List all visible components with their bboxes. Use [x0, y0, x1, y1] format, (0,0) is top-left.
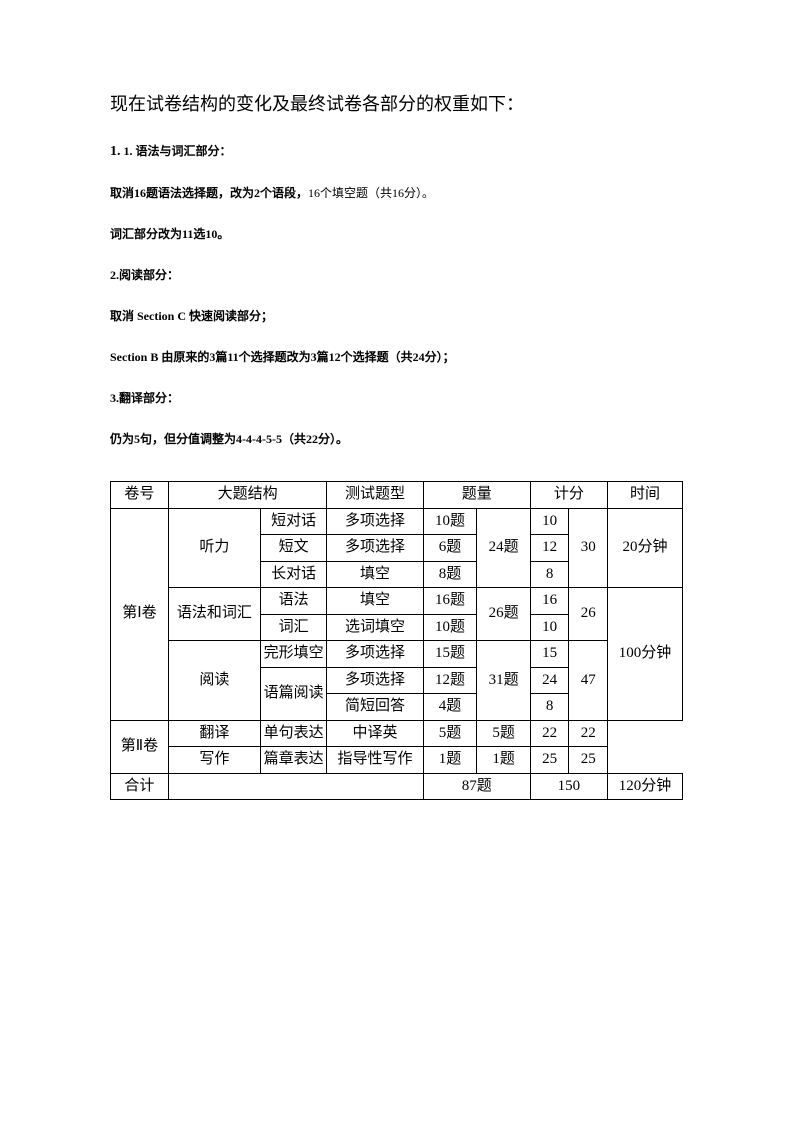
- cell: 短对话: [260, 508, 326, 535]
- cell: 1题: [477, 747, 531, 774]
- cell: 87题: [423, 773, 530, 800]
- table-row: 第Ⅰ卷 听力 短对话 多项选择 10题 24题 10 30 20分钟: [111, 508, 683, 535]
- p2a: 取消16题语法选择题，改为2个语段，: [110, 186, 308, 200]
- cell: 24题: [477, 508, 531, 588]
- cell: 150: [530, 773, 607, 800]
- cell: 5题: [477, 720, 531, 747]
- cell: 8题: [423, 561, 477, 588]
- th-score: 计分: [530, 482, 607, 509]
- cell: 单句表达: [260, 720, 326, 747]
- table-header-row: 卷号 大题结构 测试题型 题量 计分 时间: [111, 482, 683, 509]
- cell: 篇章表达: [260, 747, 326, 774]
- cell-grammar: 语法和词汇: [168, 588, 260, 641]
- cell: 31题: [477, 641, 531, 721]
- cell: 10: [530, 614, 569, 641]
- section-1-text: 1. 语法与词汇部分：: [121, 144, 232, 158]
- exam-structure-table: 卷号 大题结构 测试题型 题量 计分 时间 第Ⅰ卷 听力 短对话 多项选择 10…: [110, 481, 683, 800]
- cell: 指导性写作: [327, 747, 423, 774]
- cell-listening: 听力: [168, 508, 260, 588]
- table-row: 第Ⅱ卷 翻译 单句表达 中译英 5题 5题 22 22: [111, 720, 683, 747]
- th-sec: 大题结构: [168, 482, 327, 509]
- cell: 多项选择: [327, 667, 423, 694]
- cell: 中译英: [327, 720, 423, 747]
- th-vol: 卷号: [111, 482, 169, 509]
- cell-empty: [168, 773, 423, 800]
- cell-translate: 翻译: [168, 720, 260, 747]
- th-time: 时间: [607, 482, 682, 509]
- paragraph: 取消16题语法选择题，改为2个语段，16个填空题（共16分）。: [110, 184, 683, 201]
- cell: 100分钟: [607, 588, 682, 721]
- cell: 12题: [423, 667, 477, 694]
- cell: 24: [530, 667, 569, 694]
- cell: 1题: [423, 747, 477, 774]
- cell: 短文: [260, 535, 326, 562]
- section-2-heading: 2.阅读部分：: [110, 266, 683, 283]
- cell: 20分钟: [607, 508, 682, 588]
- section-1-heading: 1. 1. 语法与词汇部分：: [110, 142, 683, 160]
- cell: 多项选择: [327, 641, 423, 668]
- section-3-heading: 3.翻译部分：: [110, 389, 683, 406]
- cell: 25: [569, 747, 608, 774]
- cell: 12: [530, 535, 569, 562]
- cell-vol1: 第Ⅰ卷: [111, 508, 169, 720]
- cell: 30: [569, 508, 608, 588]
- cell: 26题: [477, 588, 531, 641]
- cell: 16: [530, 588, 569, 615]
- cell: 5题: [423, 720, 477, 747]
- cell: 填空: [327, 588, 423, 615]
- cell-reading: 阅读: [168, 641, 260, 721]
- table-total-row: 合计 87题 150 120分钟: [111, 773, 683, 800]
- cell-writing: 写作: [168, 747, 260, 774]
- paragraph: 取消 Section C 快速阅读部分；: [110, 307, 683, 324]
- cell: 简短回答: [327, 694, 423, 721]
- table-row: 写作 篇章表达 指导性写作 1题 1题 25 25: [111, 747, 683, 774]
- th-qty: 题量: [423, 482, 530, 509]
- cell: 26: [569, 588, 608, 641]
- num-prefix: 1.: [110, 144, 121, 159]
- cell: 10: [530, 508, 569, 535]
- cell: 16题: [423, 588, 477, 615]
- cell: 8: [530, 694, 569, 721]
- cell: 10题: [423, 614, 477, 641]
- cell: 47: [569, 641, 608, 721]
- cell: 语篇阅读: [260, 667, 326, 720]
- cell: 8: [530, 561, 569, 588]
- cell: 完形填空: [260, 641, 326, 668]
- cell: 22: [530, 720, 569, 747]
- cell: 120分钟: [607, 773, 682, 800]
- paragraph: 仍为5句，但分值调整为4-4-4-5-5（共22分）。: [110, 430, 683, 447]
- cell: 4题: [423, 694, 477, 721]
- cell: 填空: [327, 561, 423, 588]
- cell: 15: [530, 641, 569, 668]
- cell: 多项选择: [327, 508, 423, 535]
- th-type: 测试题型: [327, 482, 423, 509]
- cell: 选词填空: [327, 614, 423, 641]
- cell: 25: [530, 747, 569, 774]
- paragraph: 词汇部分改为11选10。: [110, 225, 683, 242]
- cell: 多项选择: [327, 535, 423, 562]
- table-row: 阅读 完形填空 多项选择 15题 31题 15 47: [111, 641, 683, 668]
- cell-vol2: 第Ⅱ卷: [111, 720, 169, 773]
- cell: 22: [569, 720, 608, 747]
- p2b: 16个填空题（共16分）。: [308, 186, 434, 200]
- cell: 语法: [260, 588, 326, 615]
- paragraph: Section B 由原来的3篇11个选择题改为3篇12个选择题（共24分）；: [110, 348, 683, 365]
- cell: 6题: [423, 535, 477, 562]
- cell: 10题: [423, 508, 477, 535]
- table-row: 语法和词汇 语法 填空 16题 26题 16 26 100分钟: [111, 588, 683, 615]
- page-title: 现在试卷结构的变化及最终试卷各部分的权重如下：: [110, 90, 683, 116]
- cell: 长对话: [260, 561, 326, 588]
- cell-total-label: 合计: [111, 773, 169, 800]
- cell: 15题: [423, 641, 477, 668]
- cell: 词汇: [260, 614, 326, 641]
